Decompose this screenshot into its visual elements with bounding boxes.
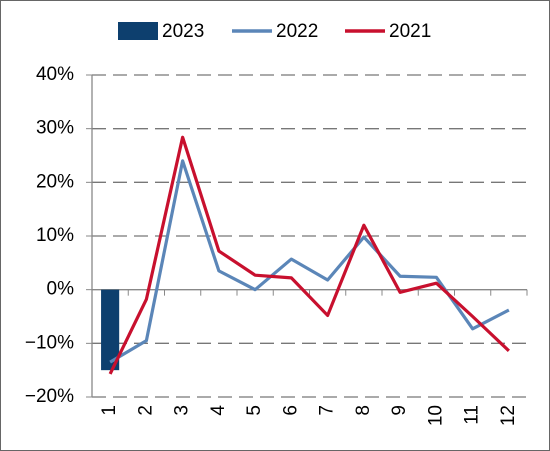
x-tick-label: 9	[389, 405, 410, 416]
legend-label: 2021	[389, 21, 431, 42]
y-tick-label: 0%	[47, 279, 75, 300]
x-tick-label: 11	[462, 405, 483, 425]
x-tick-label: 6	[280, 405, 301, 416]
legend-label: 2023	[162, 21, 204, 42]
x-tick-label: 12	[498, 405, 519, 426]
x-tick-label: 8	[353, 405, 374, 416]
x-tick-label: 10	[425, 405, 446, 426]
x-tick-label: 7	[317, 405, 338, 416]
line	[108, 135, 510, 375]
y-tick-label: 10%	[36, 225, 74, 246]
x-tick-label: 3	[172, 405, 193, 416]
y-tick-label: −20%	[25, 386, 74, 407]
y-tick-label: 30%	[36, 118, 74, 139]
x-tick-label: 2	[135, 405, 156, 416]
y-tick-label: 40%	[36, 64, 74, 85]
line	[109, 159, 510, 364]
bar	[101, 289, 120, 371]
legend-swatch	[118, 22, 158, 40]
y-tick-label: 20%	[36, 171, 74, 192]
x-tick-label: 4	[208, 405, 229, 416]
y-tick-label: −10%	[25, 332, 74, 353]
x-tick-label: 5	[244, 405, 265, 416]
legend-label: 2022	[276, 21, 318, 42]
x-tick-label: 1	[99, 405, 120, 416]
